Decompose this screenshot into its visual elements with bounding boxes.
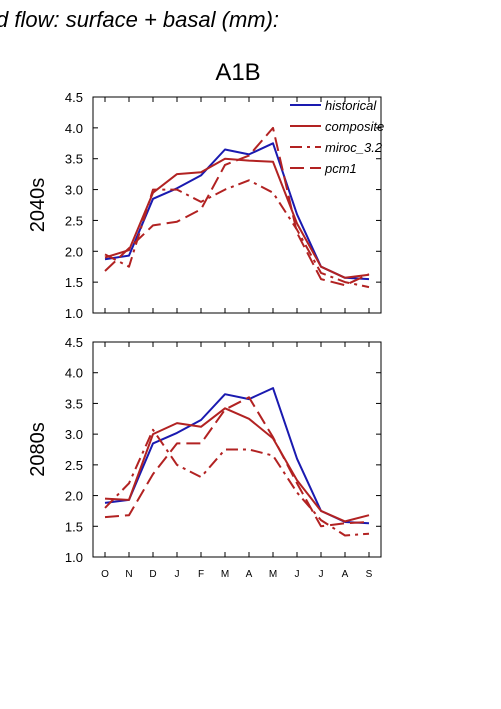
- x-tick-label: A: [246, 569, 253, 580]
- x-tick-label: J: [319, 569, 324, 580]
- legend-label-pcm1: pcm1: [324, 161, 357, 176]
- y-tick-label: 4.0: [65, 121, 83, 136]
- y-tick-label: 4.5: [65, 335, 83, 350]
- y-tick-label: 2.5: [65, 213, 83, 228]
- x-tick-label: O: [101, 569, 109, 580]
- panel-2040s: 1.0 1.5 2.0 2.5 3.0 3.5 4.0 4.5 2040s historical c…: [27, 90, 384, 321]
- plot-frame: [92, 96, 382, 314]
- scenario-title: A1B: [215, 59, 260, 86]
- y-tick-label: 1.5: [65, 275, 83, 290]
- y-tick-label: 1.0: [65, 306, 83, 321]
- legend-label-miroc_3.2: miroc_3.2: [325, 140, 383, 155]
- x-tick-label: J: [295, 569, 300, 580]
- series-line-miroc_3.2: [104, 179, 370, 289]
- y-tick-label: 3.0: [65, 427, 83, 442]
- legend-label-historical: historical: [325, 98, 377, 113]
- x-tick-label: S: [366, 569, 373, 580]
- y-tick-label: 3.5: [65, 396, 83, 411]
- series-line-composite: [104, 407, 370, 523]
- y-tick-label: 4.5: [65, 90, 83, 105]
- x-tick-label: F: [198, 569, 204, 580]
- y-tick-label: 1.5: [65, 519, 83, 534]
- series-line-pcm1: [104, 126, 370, 287]
- y-tick-label: 2.0: [65, 244, 83, 259]
- panel-2080s: 1.0 1.5 2.0 2.5 3.0 3.5 4.0 4.5 O N D J F M A M J J A S 2080…: [27, 335, 382, 580]
- row-label: 2080s: [27, 422, 49, 477]
- y-tick-label: 1.0: [65, 550, 83, 565]
- series-line-miroc_3.2: [104, 428, 370, 537]
- y-tick-label: 2.0: [65, 489, 83, 504]
- x-tick-label: J: [175, 569, 180, 580]
- x-tick-label: D: [149, 569, 156, 580]
- legend: historical composite miroc_3.2 pcm1: [290, 98, 384, 176]
- chart-panels: 1.0 1.5 2.0 2.5 3.0 3.5 4.0 4.5 2040s historical c…: [27, 90, 384, 580]
- legend-label-composite: composite: [325, 119, 384, 134]
- series-line-pcm1: [104, 396, 370, 528]
- x-tick-label: M: [221, 569, 229, 580]
- figure-title: d flow: surface + basal (mm):: [0, 7, 279, 32]
- x-tick-label: M: [269, 569, 277, 580]
- x-tick-label: A: [342, 569, 349, 580]
- row-label: 2040s: [27, 178, 49, 233]
- y-tick-label: 2.5: [65, 458, 83, 473]
- y-tick-label: 4.0: [65, 366, 83, 381]
- y-tick-label: 3.0: [65, 183, 83, 198]
- plot-frame: [92, 341, 382, 558]
- x-tick-label: N: [125, 569, 132, 580]
- y-tick-label: 3.5: [65, 152, 83, 167]
